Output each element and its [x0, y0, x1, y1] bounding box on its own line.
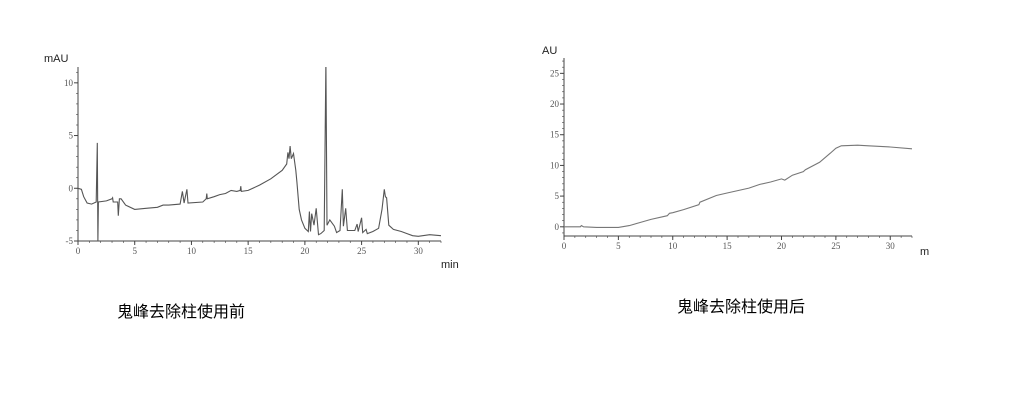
- x-tick-label: 20: [777, 241, 787, 251]
- caption-before: 鬼峰去除柱使用前: [117, 302, 246, 321]
- x-tick-label: 25: [831, 241, 841, 251]
- chromatogram-trace: [564, 144, 912, 228]
- chromatogram-trace: [78, 67, 441, 242]
- x-axis-label: m: [920, 246, 929, 258]
- x-tick-label: 15: [723, 241, 733, 251]
- y-tick-label: 25: [550, 68, 560, 78]
- x-tick-label: 10: [187, 246, 197, 256]
- y-tick-label: 10: [550, 160, 560, 170]
- y-tick-label: 20: [550, 99, 560, 109]
- x-tick-label: 30: [886, 241, 896, 251]
- caption-after: 鬼峰去除柱使用后: [677, 297, 806, 316]
- x-tick-label: 15: [244, 246, 254, 256]
- x-tick-label: 5: [616, 241, 621, 251]
- y-tick-label: 5: [555, 191, 560, 201]
- x-tick-label: 5: [132, 246, 137, 256]
- x-tick-label: 30: [414, 246, 424, 256]
- x-tick-label: 20: [300, 246, 310, 256]
- y-tick-label: 5: [69, 131, 74, 141]
- x-tick-label: 0: [562, 241, 567, 251]
- y-tick-label: 10: [64, 78, 74, 88]
- x-tick-label: 10: [668, 241, 678, 251]
- y-axis-label: AU: [542, 45, 557, 57]
- y-tick-label: 0: [555, 222, 560, 232]
- x-tick-label: 0: [76, 246, 81, 256]
- y-axis-label: mAU: [44, 53, 69, 65]
- y-tick-label: -5: [66, 236, 74, 246]
- y-tick-label: 0: [69, 183, 74, 193]
- chart-1: 0 5 10 15 20 25 0 5 10 15 20 25 30 AU m: [542, 45, 929, 258]
- x-axis-label: min: [441, 259, 459, 271]
- x-tick-label: 25: [357, 246, 367, 256]
- y-tick-label: 15: [550, 130, 560, 140]
